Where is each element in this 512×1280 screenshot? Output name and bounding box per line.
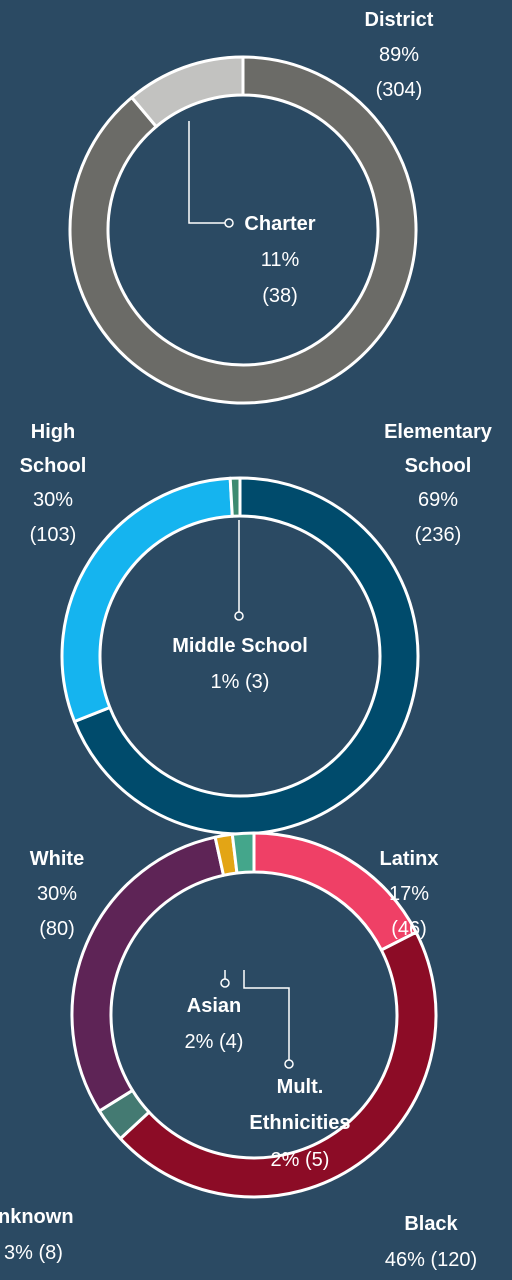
donut-slice-mult-ethnicities [230, 831, 256, 875]
school-type-labels: District 89% (304) Charter 11% (38) [188, 9, 434, 307]
asian-label-pct-count: 2% (4) [185, 1031, 244, 1053]
elementary-label-name-2: School [405, 455, 472, 477]
black-label-name: Black [404, 1213, 458, 1235]
latinx-label-pct: 17% [389, 883, 429, 905]
mult-leader-dot [284, 1059, 294, 1069]
asian-leader-dot [220, 978, 230, 988]
elementary-label-name-1: Elementary [384, 421, 493, 443]
latinx-label-name: Latinx [380, 848, 439, 870]
school-level-donut [60, 476, 420, 836]
charter-label-name: Charter [244, 213, 315, 235]
unknown-label-name: nknown [0, 1206, 74, 1228]
donut-slice-charter [130, 55, 245, 129]
mult-label-pct-count: 2% (5) [271, 1149, 330, 1171]
elementary-label-pct: 69% [418, 489, 458, 511]
district-label-pct: 89% [379, 44, 419, 66]
donut-slice-high-school [60, 476, 234, 723]
white-label-count: (80) [39, 918, 75, 940]
white-label-pct: 30% [37, 883, 77, 905]
charter-label-pct: 11% [261, 249, 300, 271]
mult-leader-line [243, 970, 290, 1060]
ethnicity-donut [70, 831, 438, 1199]
donut-slice-white [70, 835, 225, 1113]
mult-label-name-2: Ethnicities [249, 1112, 350, 1134]
charter-leader-dot [224, 218, 234, 228]
donut-slice-district [68, 55, 418, 405]
latinx-label-count: (46) [391, 918, 427, 940]
elementary-label-count: (236) [415, 524, 462, 546]
black-label-pct-count: 46% (120) [385, 1249, 477, 1271]
high-label-name-2: School [20, 455, 87, 477]
middle-leader-dot [234, 611, 244, 621]
high-label-pct: 30% [33, 489, 73, 511]
school-type-donut [68, 55, 418, 405]
middle-label-pct-count: 1% (3) [211, 671, 270, 693]
white-label-name: White [30, 848, 84, 870]
mult-label-name-1: Mult. [277, 1076, 324, 1098]
district-label-count: (304) [376, 79, 423, 101]
donut-slice-elementary-school [72, 476, 420, 836]
asian-label-name: Asian [187, 995, 241, 1017]
high-label-count: (103) [30, 524, 77, 546]
charter-leader-line [188, 121, 225, 224]
middle-label-name: Middle School [172, 635, 308, 657]
school-level-labels: Elementary School 69% (236) High School … [20, 421, 493, 693]
ethnicity-labels: Latinx 17% (46) White 30% (80) Asian 2% … [0, 848, 477, 1271]
donut-slice-middle-school [228, 476, 242, 518]
donut-slice-black [118, 930, 438, 1199]
charter-label-count: (38) [262, 285, 298, 307]
high-label-name-1: High [31, 421, 75, 443]
district-label-name: District [365, 9, 434, 31]
unknown-label-pct-count: 3% (8) [4, 1242, 63, 1264]
